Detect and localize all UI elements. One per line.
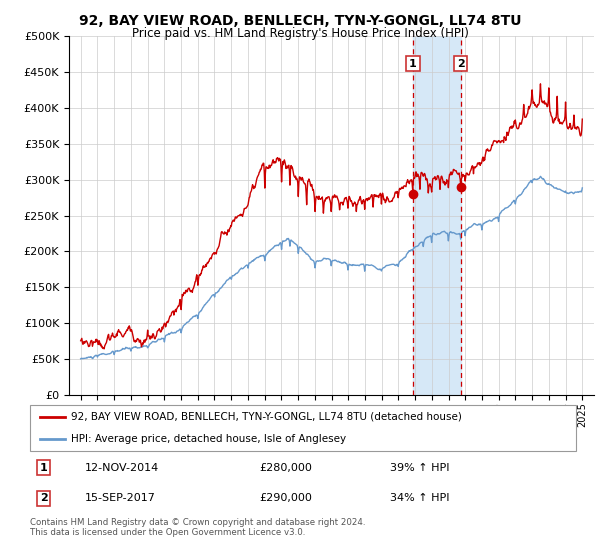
Text: 1: 1	[409, 59, 417, 69]
Text: 2: 2	[457, 59, 464, 69]
Text: 92, BAY VIEW ROAD, BENLLECH, TYN-Y-GONGL, LL74 8TU (detached house): 92, BAY VIEW ROAD, BENLLECH, TYN-Y-GONGL…	[71, 412, 462, 422]
Text: 92, BAY VIEW ROAD, BENLLECH, TYN-Y-GONGL, LL74 8TU: 92, BAY VIEW ROAD, BENLLECH, TYN-Y-GONGL…	[79, 14, 521, 28]
Text: HPI: Average price, detached house, Isle of Anglesey: HPI: Average price, detached house, Isle…	[71, 434, 346, 444]
FancyBboxPatch shape	[30, 405, 576, 451]
Text: £290,000: £290,000	[259, 493, 312, 503]
Text: 39% ↑ HPI: 39% ↑ HPI	[391, 463, 450, 473]
Text: 1: 1	[40, 463, 47, 473]
Text: Contains HM Land Registry data © Crown copyright and database right 2024.
This d: Contains HM Land Registry data © Crown c…	[30, 518, 365, 538]
Text: 12-NOV-2014: 12-NOV-2014	[85, 463, 159, 473]
Text: £280,000: £280,000	[259, 463, 312, 473]
Text: 15-SEP-2017: 15-SEP-2017	[85, 493, 155, 503]
Text: 2: 2	[40, 493, 47, 503]
Text: Price paid vs. HM Land Registry's House Price Index (HPI): Price paid vs. HM Land Registry's House …	[131, 27, 469, 40]
Bar	[413, 36, 461, 395]
Text: 34% ↑ HPI: 34% ↑ HPI	[391, 493, 450, 503]
